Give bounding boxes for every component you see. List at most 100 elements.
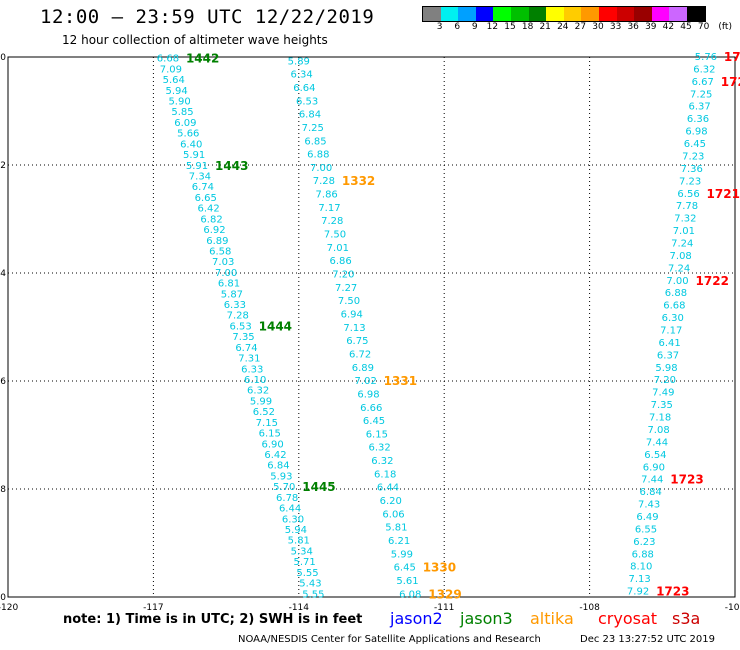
color-swatch	[458, 7, 476, 21]
wave-height-label: 7.00	[215, 268, 237, 279]
wave-height-label: 6.33	[241, 364, 263, 375]
wave-height-label: 6.52	[253, 407, 275, 418]
wave-height-label: 7.78	[676, 201, 698, 212]
wave-height-label: 7.23	[682, 151, 704, 162]
wave-height-label: 5.99	[250, 396, 272, 407]
wave-height-label: 6.41	[658, 338, 680, 349]
wave-height-label: 7.35	[651, 400, 673, 411]
wave-height-label: 6.42	[264, 450, 286, 461]
color-swatch	[475, 7, 494, 21]
wave-height-label: 6.08	[399, 589, 421, 600]
pass-time-label: 1329	[428, 587, 461, 601]
color-swatch	[423, 7, 441, 21]
wave-height-label: 7.36	[681, 164, 703, 175]
wave-height-label: 5.93	[270, 471, 292, 482]
wave-height-label: 7.50	[338, 296, 360, 307]
y-tick-label: -4	[0, 269, 6, 279]
wave-height-label: 6.88	[665, 288, 687, 299]
wave-height-label: 7.35	[232, 332, 254, 343]
wave-height-label: 5.94	[166, 86, 188, 97]
wave-height-label: 5.91	[183, 150, 205, 161]
color-swatch	[634, 7, 652, 21]
wave-height-label: 6.40	[180, 139, 202, 150]
color-scale-labels: 3 6 9 12 15 18 21 24 27 30 33 36 39 42 45 70 (ft)	[422, 22, 740, 36]
wave-height-label: 6.15	[259, 429, 281, 440]
legend-altika: altika	[530, 609, 574, 628]
wave-height-label: 5.43	[299, 579, 321, 590]
wave-height-label: 6.55	[635, 524, 657, 535]
wave-height-label: 7.18	[649, 413, 671, 424]
color-scale-label: 9	[471, 22, 478, 32]
legend-jason3: jason3	[460, 609, 513, 628]
wave-height-label: 6.30	[282, 514, 304, 525]
pass-time-label: 1442	[186, 52, 219, 66]
wave-height-label: 5.90	[168, 96, 190, 107]
wave-height-label: 7.27	[335, 283, 357, 294]
wave-height-label: 6.84	[299, 110, 321, 121]
wave-height-label: 5.85	[171, 107, 193, 118]
color-swatch	[686, 7, 705, 21]
wave-height-label: 6.32	[371, 456, 393, 467]
wave-height-label: 6.86	[329, 256, 351, 267]
legend-jason2: jason2	[390, 609, 443, 628]
wave-height-label: 6.82	[200, 214, 222, 225]
legend-cryosat: cryosat	[598, 609, 658, 628]
wave-height-label: 6.88	[632, 549, 654, 560]
wave-height-label: 6.33	[224, 300, 246, 311]
color-scale-label: 3	[436, 22, 443, 32]
color-swatch	[598, 7, 617, 21]
wave-height-label: 5.70	[273, 482, 295, 493]
color-swatch	[616, 7, 635, 21]
wave-height-label: 7.31	[238, 354, 260, 365]
wave-height-label: 7.44	[641, 475, 663, 486]
pass-time-label: 1331	[384, 374, 417, 388]
wave-height-label: 7.01	[327, 243, 349, 254]
color-scale-label: 6	[454, 22, 461, 32]
wave-height-label: 6.36	[687, 114, 709, 125]
legend-s3a: s3a	[672, 609, 701, 628]
pass-time-label: 1722	[696, 274, 729, 288]
wave-height-label: 6.15	[366, 429, 388, 440]
generation-timestamp: Dec 23 13:27:52 UTC 2019	[580, 634, 715, 645]
wave-height-label: 6.53	[296, 96, 318, 107]
wave-height-label: 6.06	[382, 509, 404, 520]
wave-height-label: 7.02	[355, 376, 377, 387]
wave-height-label: 6.56	[677, 189, 699, 200]
wave-height-label: 6.85	[304, 136, 326, 147]
wave-height-label: 6.45	[684, 139, 706, 150]
footer-note: note: 1) Time is in UTC; 2) SWH is in fe…	[63, 612, 363, 627]
wave-height-label: 6.74	[192, 182, 214, 193]
color-scale-label: 15	[504, 22, 516, 32]
wave-height-label: 7.28	[313, 176, 335, 187]
wave-height-label: 6.45	[363, 416, 385, 427]
wave-height-label: 6.42	[198, 204, 220, 215]
pass-time-label: 1443	[215, 159, 248, 173]
wave-height-label: 8.10	[630, 562, 652, 573]
pass-time-label: 1330	[423, 561, 456, 575]
color-scale-label: 24	[557, 22, 569, 32]
wave-height-label: 7.86	[316, 190, 338, 201]
wave-height-label: 6.78	[276, 493, 298, 504]
wave-height-label: 5.34	[291, 546, 313, 557]
wave-height-label: 6.09	[174, 118, 196, 129]
pass-time-label: 1720	[724, 50, 740, 64]
wave-height-label: 6.89	[352, 363, 374, 374]
wave-height-label: 7.28	[227, 311, 249, 322]
pass-time-label: 1721	[721, 75, 740, 89]
wave-height-label: 5.81	[385, 523, 407, 534]
wave-height-label: 6.32	[368, 443, 390, 454]
color-swatch	[510, 7, 529, 21]
wave-height-label: 6.90	[643, 462, 665, 473]
color-swatch	[581, 7, 599, 21]
color-scale-label: (ft)	[718, 22, 732, 32]
wave-height-label: 5.61	[396, 576, 418, 587]
wave-height-label: 7.13	[343, 323, 365, 334]
pass-time-label: 1332	[342, 174, 375, 188]
wave-height-label: 6.37	[657, 350, 679, 361]
wave-height-label: 7.24	[671, 238, 693, 249]
y-tick-label: 0	[0, 53, 6, 63]
wave-height-label: 7.44	[646, 437, 668, 448]
wave-height-label: 6.74	[235, 343, 257, 354]
wave-height-label: 6.32	[247, 386, 269, 397]
